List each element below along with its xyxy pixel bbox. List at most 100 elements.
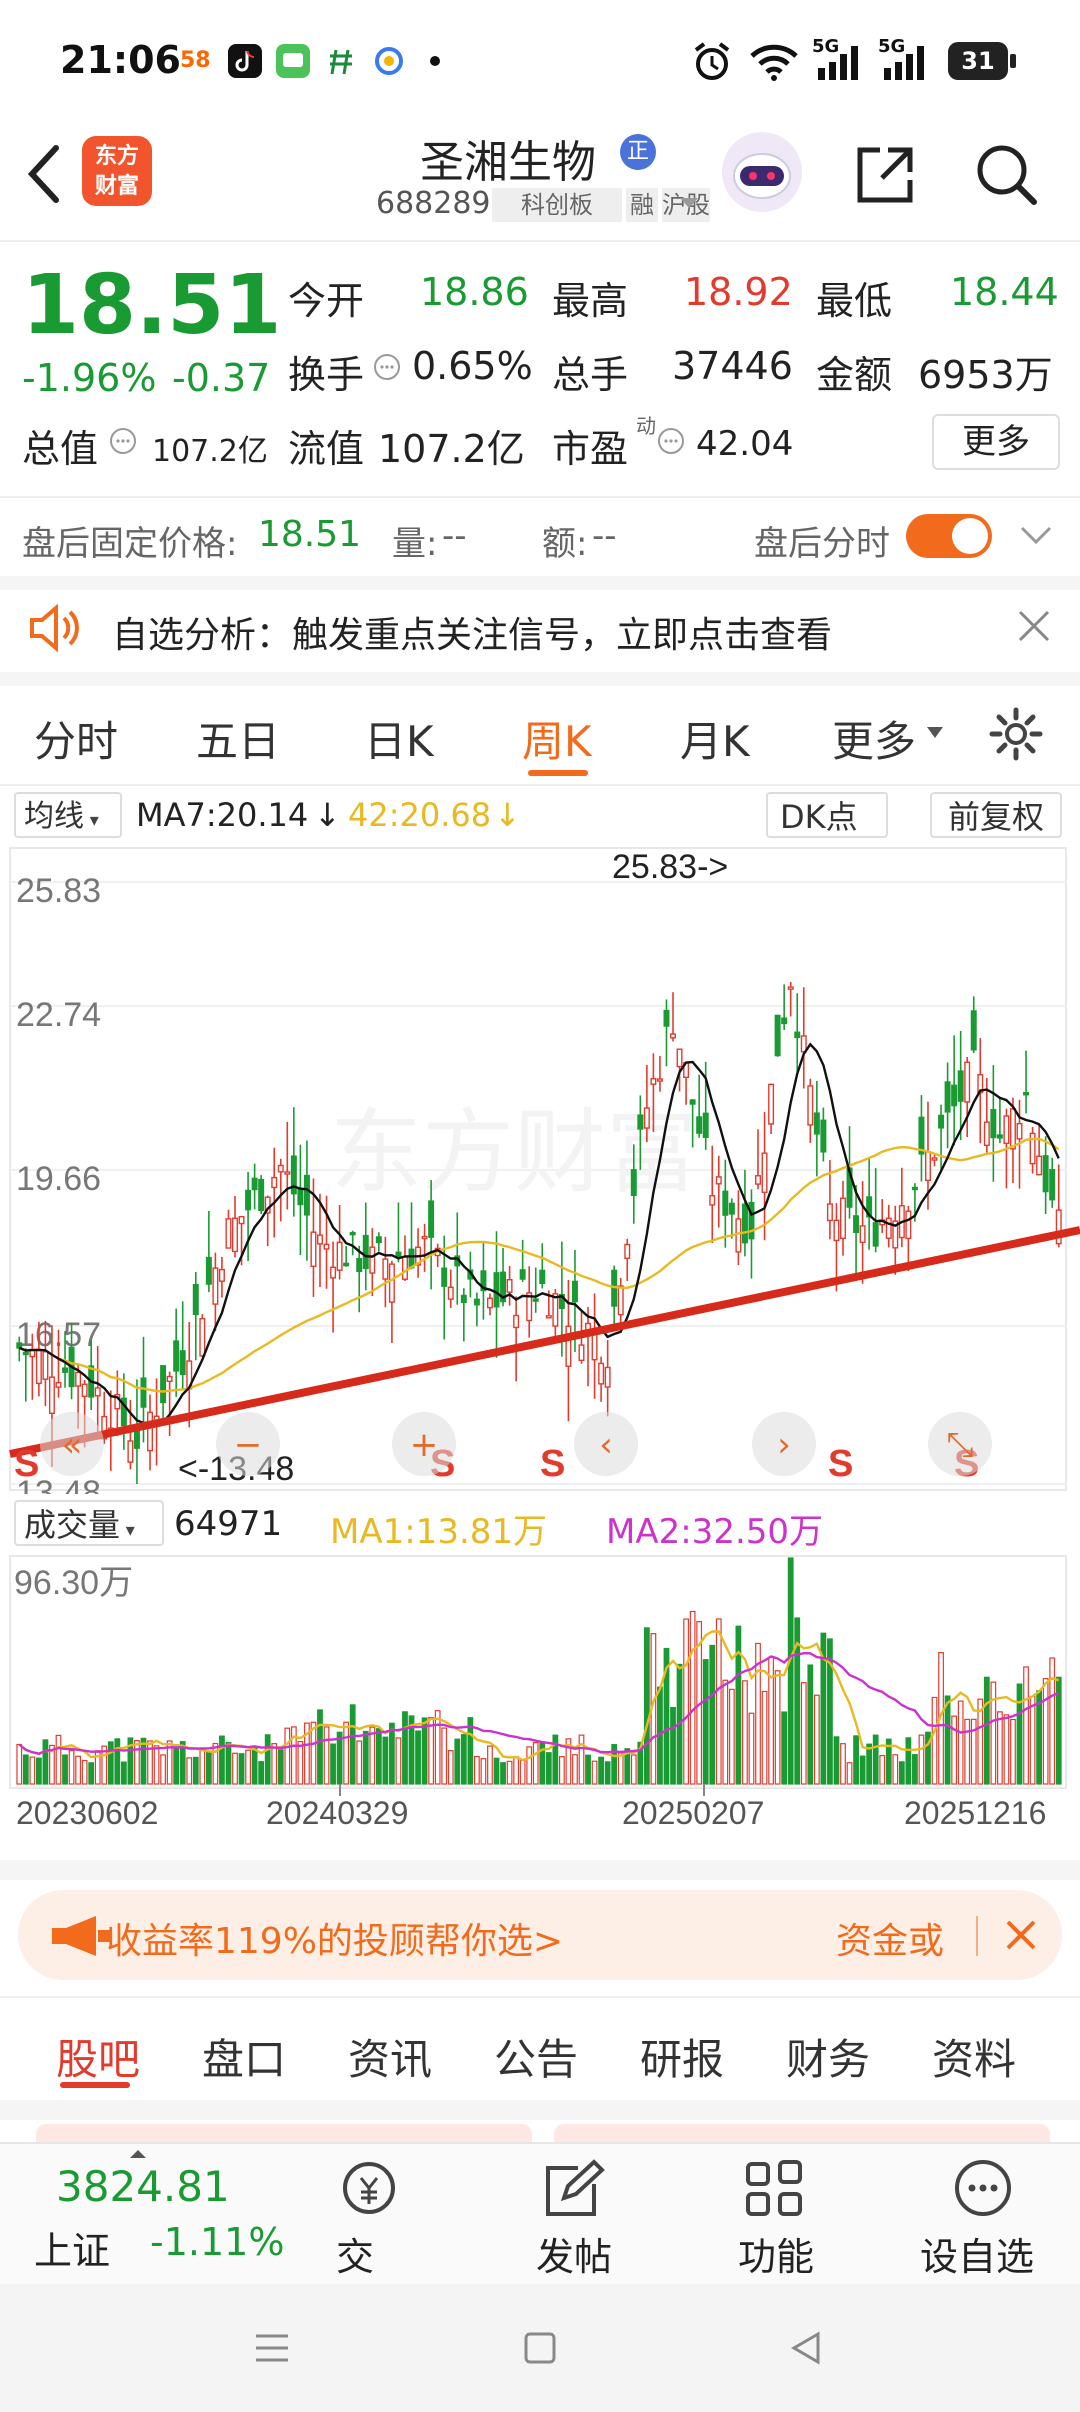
share-icon[interactable] xyxy=(850,140,920,210)
footer-functions[interactable]: 功能 xyxy=(736,2156,816,2279)
y-tick-label: 25.83 xyxy=(16,872,101,910)
tab-pankou[interactable]: 盘口 xyxy=(202,2035,287,2084)
tab-five-day[interactable]: 五日 xyxy=(196,717,281,766)
back-nav-icon[interactable] xyxy=(786,2328,826,2368)
adjustment-button[interactable]: 前复权 xyxy=(930,792,1062,838)
stock-code: 688289 xyxy=(376,186,491,221)
chart-nav-button[interactable] xyxy=(392,1412,456,1476)
chart-nav-button[interactable] xyxy=(752,1412,816,1476)
low-value: 18.44 xyxy=(950,270,1059,314)
home-icon[interactable] xyxy=(520,2328,560,2368)
index-change[interactable]: -1.11% xyxy=(150,2220,285,2264)
more-dropdown-icon[interactable] xyxy=(926,726,944,740)
back-icon[interactable] xyxy=(22,142,66,206)
volume-label: 总手 xyxy=(552,353,629,397)
wifi-icon xyxy=(750,44,798,81)
candle-body xyxy=(709,1195,716,1206)
pe-info-icon[interactable] xyxy=(656,426,686,456)
candle-body xyxy=(225,1218,232,1249)
change-amount: -0.37 xyxy=(172,356,271,400)
tab-research[interactable]: 研报 xyxy=(640,2035,725,2084)
chevron-down-icon[interactable] xyxy=(1018,522,1054,550)
volume-chart[interactable]: 96.30万 20230602 20240329 20250207 20251216 xyxy=(0,1552,1080,1830)
58-icon: 58 xyxy=(180,44,214,78)
tab-monthly-k[interactable]: 月K xyxy=(680,717,750,766)
tab-profile[interactable]: 资料 xyxy=(932,2035,1017,2084)
total-mv-info-icon[interactable] xyxy=(108,426,138,456)
volume-bar xyxy=(840,1743,846,1785)
kline-chart[interactable]: 25.8322.7419.6616.5713.48东方财富25.83-><-13… xyxy=(0,844,1080,1494)
volume-bar xyxy=(271,1743,278,1785)
tab-minute[interactable]: 分时 xyxy=(34,717,119,766)
volume-bar xyxy=(212,1742,219,1785)
tag-margin: 融 xyxy=(626,188,658,222)
chart-nav-button[interactable] xyxy=(40,1412,104,1476)
candle-body xyxy=(774,1014,781,1057)
turnover-value: 0.65% xyxy=(412,344,533,388)
volume-bar xyxy=(323,1726,330,1785)
battery-tip xyxy=(1010,54,1016,68)
candle-body xyxy=(800,1035,807,1053)
app-logo[interactable]: 东方 财富 xyxy=(82,136,152,206)
index-up-caret-icon xyxy=(130,2150,146,2158)
footer-add-watchlist[interactable]: 设自选 xyxy=(916,2156,1056,2279)
amount-value: 6953万 xyxy=(918,353,1053,397)
index-value[interactable]: 3824.81 xyxy=(56,2162,230,2211)
chart-nav-button[interactable] xyxy=(574,1412,638,1476)
candle-body xyxy=(55,1381,62,1388)
footer-post[interactable]: 发帖 xyxy=(534,2156,614,2279)
search-icon[interactable] xyxy=(972,140,1042,210)
ad-banner[interactable]: 收益率119%的投顾帮你选> 资金或 xyxy=(18,1890,1062,1980)
tab-weekly-k[interactable]: 周K xyxy=(522,717,592,766)
volume-bar xyxy=(617,1752,624,1785)
volume-bar xyxy=(81,1759,88,1785)
candle-body xyxy=(238,1215,245,1225)
candle-body xyxy=(833,1219,840,1242)
index-name[interactable]: 上证 xyxy=(34,2229,111,2273)
candle-body xyxy=(1009,1108,1016,1150)
chart-nav-button[interactable] xyxy=(216,1412,280,1476)
y-tick-label: 19.66 xyxy=(16,1160,101,1198)
afterhours-toggle[interactable] xyxy=(906,514,992,558)
ma-selector[interactable]: 均线 ▾ xyxy=(14,792,122,838)
volume-bar xyxy=(931,1696,938,1785)
tab-finance[interactable]: 财务 xyxy=(786,2035,871,2084)
trade-icon xyxy=(343,2162,395,2214)
candle-body xyxy=(62,1367,69,1373)
section-gap-3 xyxy=(0,1860,1080,1880)
tag-dropdown-icon[interactable] xyxy=(678,196,700,212)
candle-body xyxy=(382,1258,389,1280)
assistant-avatar-icon[interactable] xyxy=(720,130,804,214)
volume-bar xyxy=(833,1736,840,1785)
dk-point-button[interactable]: DK点 xyxy=(766,792,888,838)
footer-trade[interactable]: 交易 xyxy=(330,2156,410,2334)
date-label: 20250207 xyxy=(622,1795,764,1830)
tab-more[interactable]: 更多 xyxy=(832,717,917,766)
tab-guba[interactable]: 股吧 xyxy=(56,2035,141,2084)
turnover-info-icon[interactable] xyxy=(372,352,402,382)
tab-announcement[interactable]: 公告 xyxy=(494,2035,579,2084)
candle-body xyxy=(840,1197,846,1239)
ad-close-icon[interactable] xyxy=(1004,1918,1038,1952)
more-dot-icon xyxy=(430,56,440,66)
ma42-arrow-icon: ↓ xyxy=(494,796,521,834)
candle-body xyxy=(447,1286,454,1300)
candle-body xyxy=(173,1340,180,1372)
volume-selector[interactable]: 成交量 ▾ xyxy=(14,1500,164,1546)
add-watchlist-label: 设自选 xyxy=(920,2235,1035,2279)
more-quote-button[interactable]: 更多 xyxy=(932,414,1060,470)
chart-nav-button[interactable] xyxy=(928,1412,992,1476)
close-icon[interactable] xyxy=(1016,608,1052,644)
volume-bar xyxy=(761,1690,768,1785)
tab-news[interactable]: 资讯 xyxy=(348,2035,433,2084)
logo-line2: 财富 xyxy=(94,174,139,199)
grid-icon xyxy=(746,2160,802,2216)
volume-bar xyxy=(134,1739,140,1785)
volume-bar xyxy=(317,1709,323,1785)
menu-icon[interactable] xyxy=(252,2328,292,2368)
volume-bar xyxy=(127,1737,134,1785)
volume-bar xyxy=(925,1731,931,1785)
gear-icon[interactable] xyxy=(988,706,1044,762)
candle-body xyxy=(1029,1132,1036,1165)
tab-daily-k[interactable]: 日K xyxy=(364,717,434,766)
